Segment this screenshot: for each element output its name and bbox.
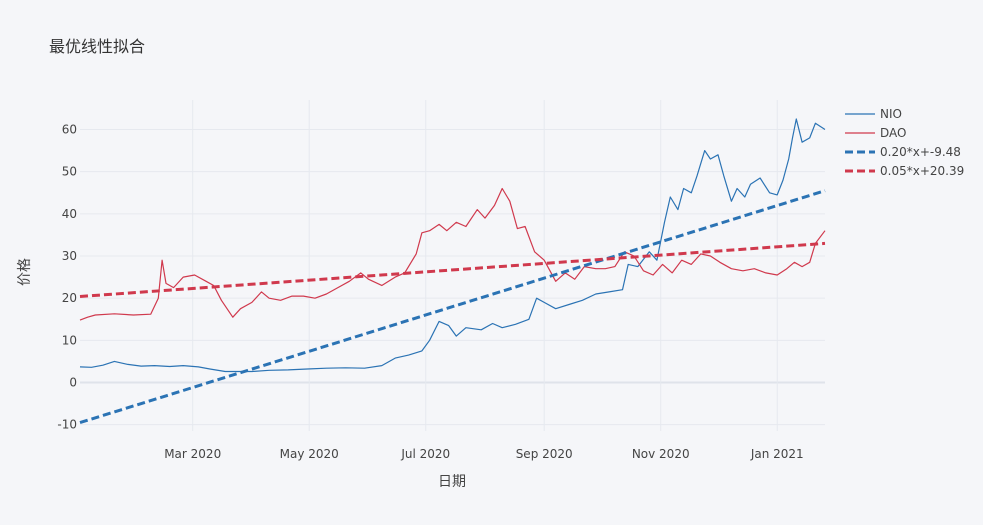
axis-layer: -10 0 10 20 30 40 50 60 Mar 2020 May 2020 Jul 2020… <box>57 123 803 461</box>
y-tick-label: 10 <box>62 333 77 347</box>
legend-item[interactable]: NIO <box>845 107 902 121</box>
y-axis-title: 价格 <box>17 258 33 286</box>
x-tick-label: Jul 2020 <box>400 447 450 461</box>
x-tick-label: Nov 2020 <box>632 447 690 461</box>
x-axis-title: 日期 <box>438 474 466 490</box>
legend[interactable]: NIO DAO 0.20*x+-9.48 0.05*x+20.39 <box>845 107 964 178</box>
plot-layer <box>79 118 826 425</box>
x-tick-label: May 2020 <box>280 447 339 461</box>
grid-layer <box>80 100 825 431</box>
legend-label: 0.20*x+-9.48 <box>880 145 961 159</box>
y-tick-label: 60 <box>62 123 77 137</box>
y-tick-label: 40 <box>62 207 77 221</box>
legend-item[interactable]: 0.20*x+-9.48 <box>845 145 961 159</box>
x-tick-label: Sep 2020 <box>516 447 573 461</box>
series-line-dao <box>79 187 826 321</box>
legend-label: 0.05*x+20.39 <box>880 164 964 178</box>
y-tick-label: -10 <box>57 418 77 432</box>
y-tick-label: 30 <box>62 249 77 263</box>
series-line-nio <box>79 118 826 373</box>
legend-item[interactable]: DAO <box>845 126 906 140</box>
series-line-0-05-x-20-39 <box>79 241 826 298</box>
chart-title: 最优线性拟合 <box>49 37 146 56</box>
x-tick-label: Jan 2021 <box>750 447 804 461</box>
y-tick-label: 20 <box>62 291 77 305</box>
y-tick-label: 0 <box>69 376 77 390</box>
x-tick-label: Mar 2020 <box>164 447 221 461</box>
legend-item[interactable]: 0.05*x+20.39 <box>845 164 964 178</box>
legend-label: DAO <box>880 126 906 140</box>
legend-label: NIO <box>880 107 902 121</box>
y-tick-label: 50 <box>62 165 77 179</box>
series-line-0-20-x-9-48 <box>79 189 826 425</box>
